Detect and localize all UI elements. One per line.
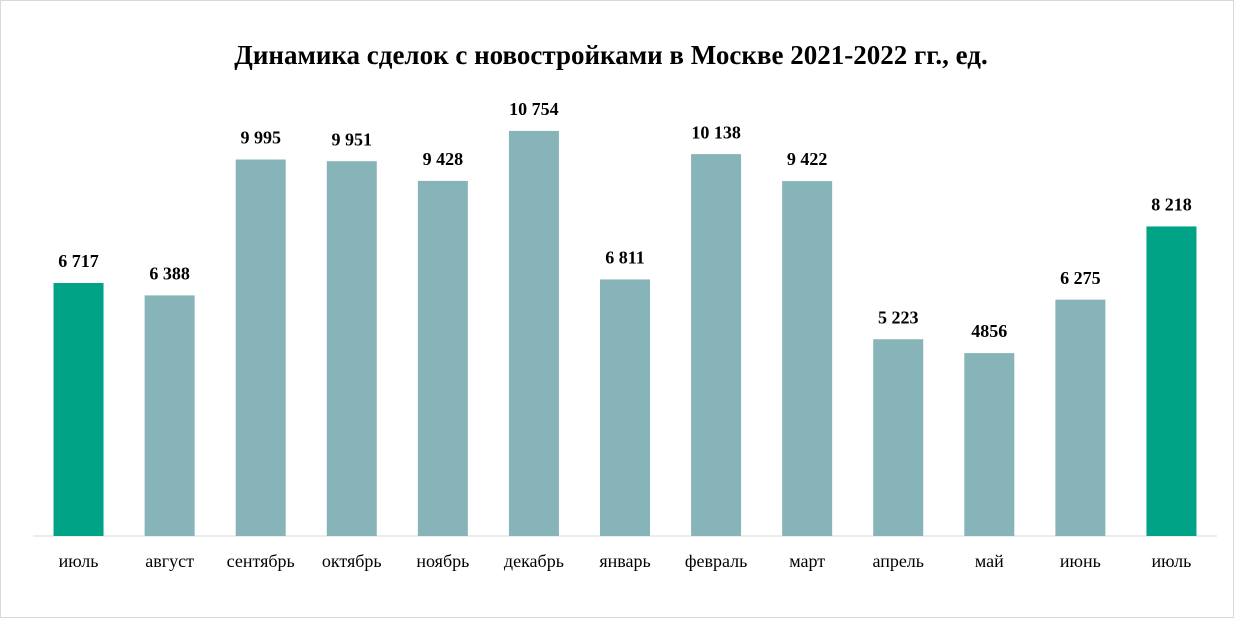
x-tick-label: апрель: [872, 551, 924, 571]
bar: [508, 130, 559, 536]
value-label: 6 275: [1060, 268, 1101, 288]
x-tick-label: октябрь: [322, 551, 382, 571]
x-tick-label: март: [789, 551, 825, 571]
x-tick-label: сентябрь: [227, 551, 295, 571]
value-label: 6 717: [58, 251, 99, 271]
bar: [600, 279, 650, 536]
x-tick-label: июль: [1152, 551, 1192, 571]
bar: [964, 353, 1015, 536]
value-label: 5 223: [878, 307, 919, 327]
x-tick-label: февраль: [685, 551, 748, 571]
bar: [1146, 226, 1197, 537]
x-tick-label: январь: [599, 551, 650, 571]
bar: [417, 180, 468, 536]
value-label: 4856: [971, 321, 1007, 341]
value-label: 10 138: [691, 122, 741, 142]
value-label: 9 428: [423, 149, 464, 169]
value-label: 9 422: [787, 149, 828, 169]
x-tick-label: июль: [59, 551, 99, 571]
value-label: 10 754: [509, 99, 559, 119]
bar: [691, 154, 742, 537]
x-tick-label: ноябрь: [416, 551, 469, 571]
bar: [53, 282, 104, 536]
bar: [144, 295, 195, 536]
value-label: 6 388: [149, 264, 190, 284]
value-label: 6 811: [605, 248, 645, 268]
bar: [1055, 299, 1106, 536]
value-label: 8 218: [1151, 195, 1192, 215]
x-tick-label: июнь: [1060, 551, 1101, 571]
bar: [235, 159, 286, 536]
x-tick-label: август: [145, 551, 194, 571]
x-tick-label: май: [975, 551, 1004, 571]
value-label: 9 995: [240, 128, 281, 148]
bar: [873, 339, 924, 536]
chart-title: Динамика сделок с новостройками в Москве…: [234, 40, 987, 70]
bar: [326, 161, 377, 536]
x-tick-label: декабрь: [504, 551, 564, 571]
value-label: 9 951: [332, 129, 373, 149]
bar: [782, 181, 833, 536]
